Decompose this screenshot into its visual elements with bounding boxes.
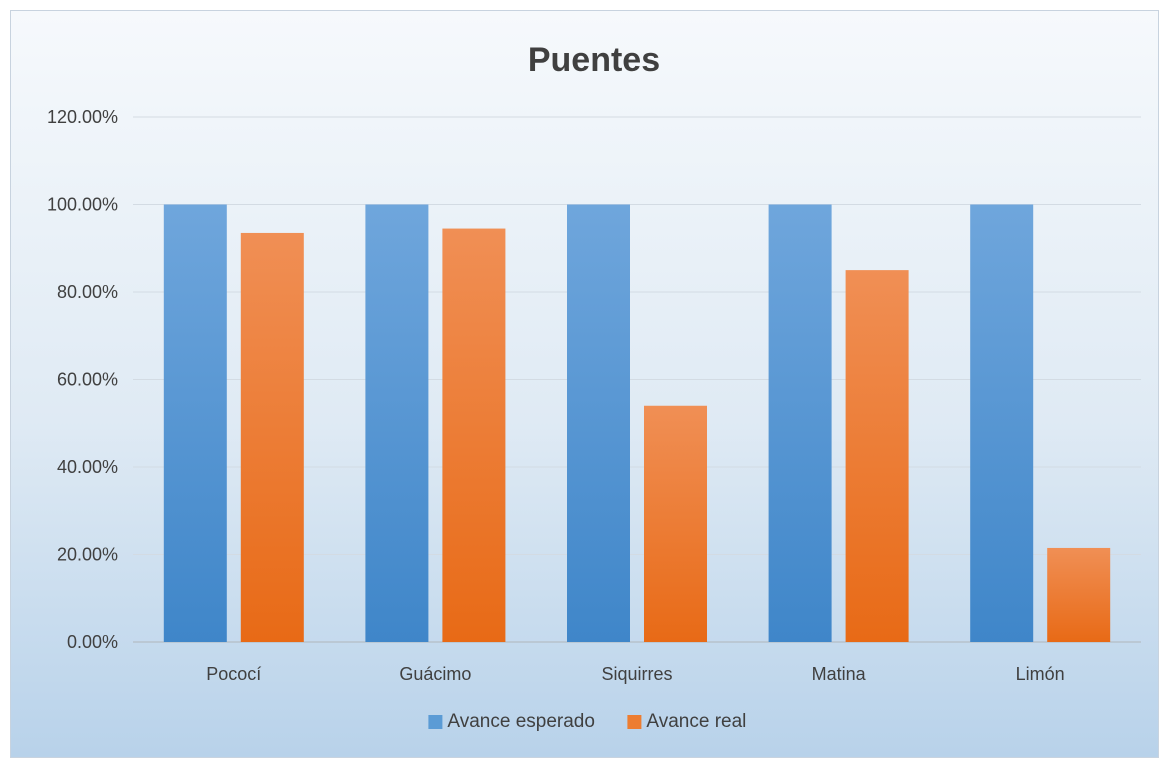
y-tick-label: 20.00% bbox=[57, 545, 118, 565]
legend-swatch-actual bbox=[627, 715, 642, 729]
bar-expected bbox=[567, 204, 630, 642]
y-tick-label: 0.00% bbox=[67, 632, 118, 652]
bar-actual bbox=[442, 228, 506, 642]
x-axis-category-labels: Pococí Guácimo Siquirres Matina Limón bbox=[206, 664, 1064, 684]
x-category-label: Matina bbox=[812, 664, 867, 684]
bar-actual bbox=[845, 270, 909, 642]
y-tick-label: 80.00% bbox=[57, 282, 118, 302]
y-tick-label: 60.00% bbox=[57, 370, 118, 390]
legend-swatch-expected bbox=[428, 715, 443, 729]
bar-expected bbox=[768, 204, 832, 642]
x-category-label: Limón bbox=[1016, 664, 1065, 684]
chart-title: Puentes bbox=[528, 41, 660, 79]
legend-label: Avance esperado bbox=[447, 711, 595, 732]
bar-expected bbox=[163, 204, 227, 642]
y-tick-label: 120.00% bbox=[47, 107, 118, 127]
x-category-label: Pococí bbox=[206, 664, 261, 684]
y-axis-tick-labels: 0.00% 20.00% 40.00% 60.00% 80.00% 100.00% 120.… bbox=[47, 107, 118, 652]
legend: Avance esperado Avance real bbox=[428, 711, 746, 732]
x-category-label: Guácimo bbox=[399, 664, 471, 684]
bar-actual bbox=[240, 232, 304, 642]
y-tick-label: 100.00% bbox=[47, 195, 118, 215]
bar-actual bbox=[644, 405, 707, 642]
bar-expected bbox=[365, 204, 429, 642]
bar-layer bbox=[163, 204, 1111, 642]
x-category-label: Siquirres bbox=[601, 664, 672, 684]
bar-actual bbox=[1047, 547, 1111, 642]
legend-label: Avance real bbox=[646, 711, 746, 732]
chart-frame: Puentes 0.00% 20.00% 40.00% 60.00% 80.00% 100… bbox=[10, 10, 1159, 758]
chart-svg: Puentes 0.00% 20.00% 40.00% 60.00% 80.00% 100… bbox=[47, 41, 1141, 732]
y-tick-label: 40.00% bbox=[57, 457, 118, 477]
bar-expected bbox=[970, 204, 1034, 642]
